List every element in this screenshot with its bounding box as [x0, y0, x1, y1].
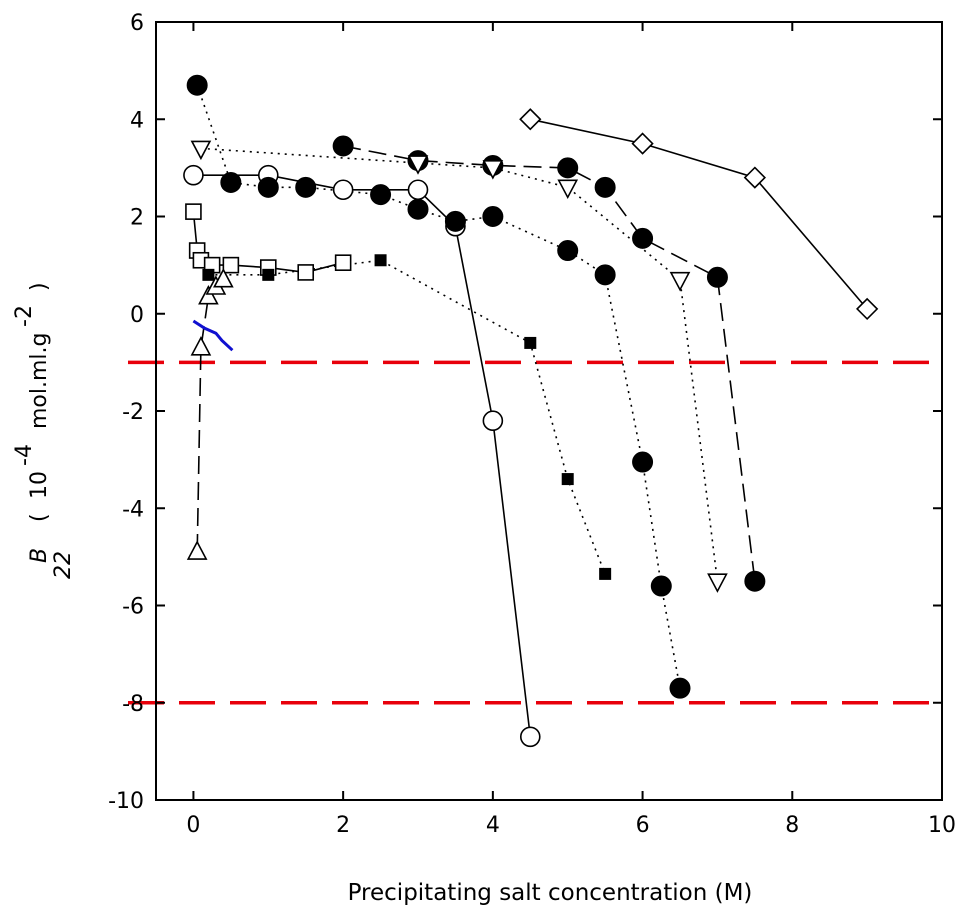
y-axis-symbol: B: [27, 548, 52, 563]
series-5-point: [557, 240, 579, 262]
y-tick-label: 2: [130, 206, 144, 231]
series-5-point: [220, 171, 242, 193]
series-1-point: [743, 166, 766, 189]
series-7-point: [524, 336, 537, 349]
y-axis-exponent-1: -4: [12, 444, 37, 466]
series-3-point: [407, 155, 429, 175]
x-tick-label: 2: [336, 813, 350, 838]
y-axis-units: mol.ml.g: [27, 333, 52, 430]
series-8-point: [190, 336, 212, 356]
y-tick-label: 0: [130, 303, 144, 328]
series-markers: [183, 74, 879, 748]
series-1-point: [856, 297, 879, 321]
series-5-point: [632, 451, 654, 473]
y-tick-label: -4: [122, 497, 144, 522]
series-4-line: [193, 174, 532, 737]
series-6-point: [185, 203, 202, 220]
series-8-point: [186, 540, 208, 560]
series-3-point: [482, 160, 504, 180]
series-2-point: [744, 570, 766, 592]
series-5-point: [669, 677, 691, 699]
series-3-point: [669, 271, 691, 292]
series-1-point: [631, 132, 654, 155]
series-5-point: [482, 206, 504, 227]
y-axis-paren-open: (: [27, 513, 52, 522]
y-axis-subscript: 22: [51, 551, 76, 579]
y-axis-paren-close: ): [27, 282, 52, 291]
x-axis-ticks: 0 2 4 6 8 10: [186, 22, 956, 838]
series-4-point: [407, 179, 429, 201]
x-tick-label: 4: [486, 813, 500, 838]
x-tick-label: 6: [636, 813, 650, 838]
y-axis-base: 10: [27, 471, 52, 499]
series-7-point: [262, 268, 275, 281]
series-1-line: [530, 118, 868, 310]
series-6-point: [297, 264, 315, 281]
series-5-point: [444, 210, 466, 232]
series-4-point: [482, 410, 504, 432]
series-2-point: [706, 266, 728, 288]
series-5-point: [257, 176, 279, 198]
y-axis-title: B 22 ( 10 -4 mol.ml.g -2 ): [12, 282, 76, 579]
reference-lines: [128, 360, 942, 705]
series-4-point: [332, 179, 354, 201]
series-7-line: [208, 259, 606, 575]
y-tick-label: -2: [122, 400, 144, 425]
series-2-point: [557, 157, 579, 179]
series-7-point: [561, 473, 574, 486]
x-axis-title: Precipitating salt concentration (M): [348, 880, 753, 906]
x-tick-label: 10: [928, 813, 956, 838]
y-axis-exponent-2: -2: [12, 305, 37, 327]
series-4-point: [183, 164, 204, 186]
y-tick-label: -6: [122, 595, 144, 620]
series-2-point: [632, 227, 654, 249]
x-tick-label: 0: [186, 813, 200, 838]
series-5-point: [594, 264, 616, 286]
series-8-line: [196, 279, 224, 553]
series-7-point: [374, 254, 387, 267]
y-tick-label: -8: [122, 692, 144, 717]
series-7-point: [599, 567, 612, 580]
series-5-point: [407, 198, 429, 220]
y-tick-label: 4: [130, 108, 144, 133]
series-8-point: [198, 285, 219, 305]
series-lines: [192, 84, 868, 737]
series-2-line: [342, 145, 756, 582]
y-tick-label: -10: [108, 789, 144, 814]
series-9-line: [192, 319, 234, 352]
y-tick-label: 6: [130, 11, 144, 36]
series-6-point: [334, 254, 352, 271]
series-3-point: [190, 140, 212, 161]
series-5-point: [186, 74, 208, 96]
series-5-point: [370, 184, 392, 206]
series-4-point: [519, 726, 541, 748]
series-8-point: [213, 268, 234, 288]
series-1-point: [519, 108, 542, 131]
series-3-point: [557, 179, 579, 200]
series-2-point: [594, 176, 616, 198]
series-6-point: [222, 256, 240, 274]
series-5-point: [295, 176, 317, 198]
x-tick-label: 8: [785, 813, 799, 838]
series-2-point: [332, 135, 354, 157]
series-7-point: [202, 268, 215, 281]
series-3-point: [707, 573, 728, 593]
y-axis-ticks: -10 -8 -6 -4 -2 0 2 4 6: [108, 11, 942, 814]
series-5-point: [650, 575, 672, 597]
